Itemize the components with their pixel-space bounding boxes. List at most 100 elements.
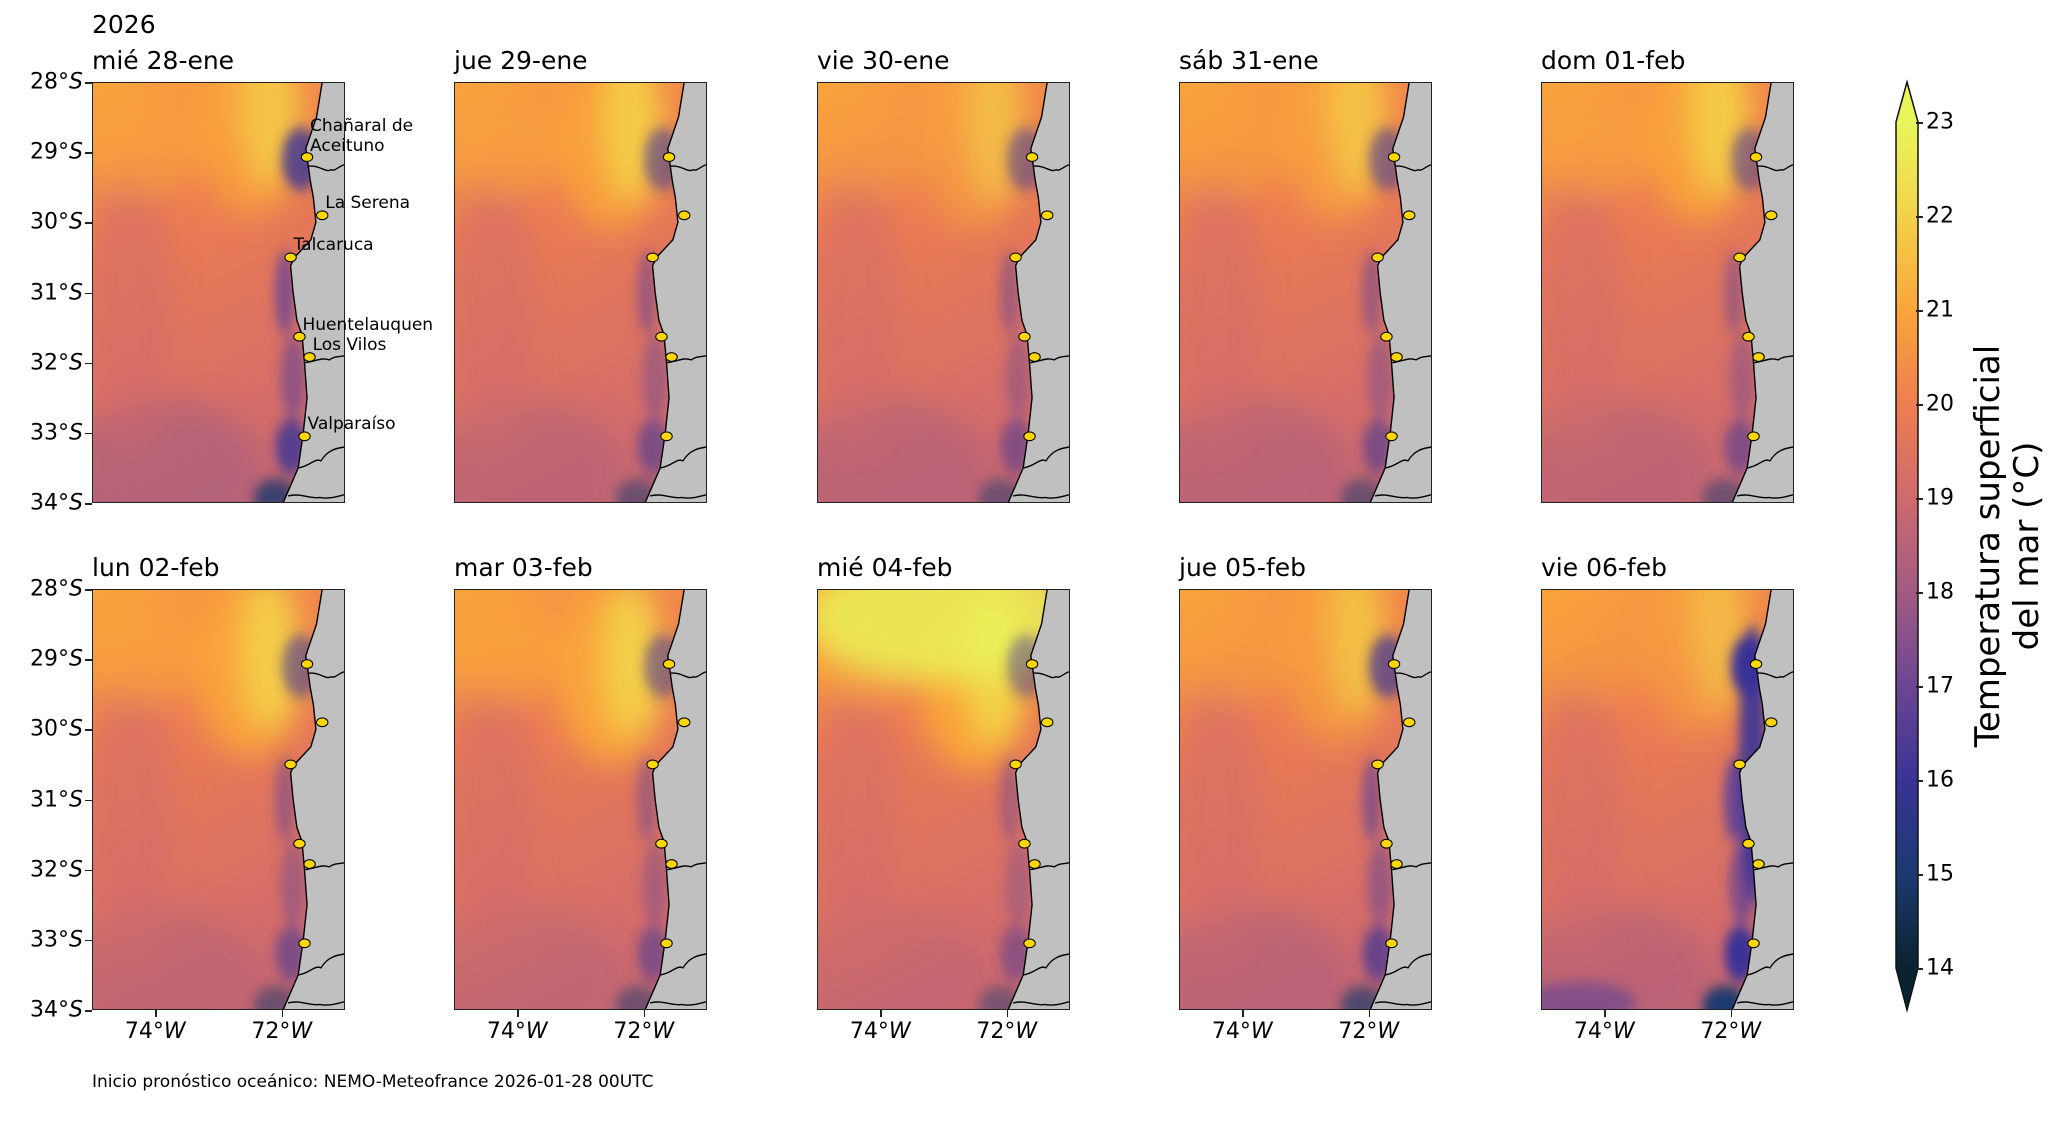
tick-number: 72° bbox=[613, 1019, 653, 1044]
location-marker bbox=[1752, 352, 1765, 362]
y-tick-mark bbox=[85, 503, 92, 505]
x-tick-mark bbox=[880, 1010, 882, 1017]
tick-hemisphere: W bbox=[1250, 1019, 1273, 1044]
colorbar-tick-label: 17 bbox=[1926, 673, 1954, 699]
location-marker bbox=[665, 859, 678, 869]
location-marker bbox=[1028, 352, 1041, 362]
tick-hemisphere: W bbox=[163, 1019, 186, 1044]
tick-hemisphere: W bbox=[525, 1019, 548, 1044]
tick-number: 33° bbox=[30, 420, 70, 446]
colorbar bbox=[1895, 79, 1919, 1013]
colorbar-extend-max bbox=[1896, 82, 1918, 122]
map-panel: mié 04-feb 74°W 72°W bbox=[817, 553, 1070, 1044]
region-border bbox=[1023, 446, 1070, 469]
x-tick-label: 72°W bbox=[1338, 1019, 1399, 1044]
location-marker bbox=[298, 938, 311, 949]
colorbar-tick-label: 19 bbox=[1926, 485, 1954, 511]
region-border bbox=[667, 354, 707, 364]
sst-map bbox=[817, 589, 1070, 1010]
location-label: Chañaral de Aceituno bbox=[310, 116, 413, 157]
location-marker bbox=[303, 859, 316, 869]
colorbar-tick-mark bbox=[1916, 686, 1923, 688]
y-tick-label: 28°S bbox=[30, 70, 83, 95]
location-marker bbox=[1742, 838, 1755, 849]
y-tick-mark bbox=[85, 82, 92, 84]
colorbar-label-line1: Temperatura superficial bbox=[1967, 344, 2008, 748]
colorbar-tick-label: 23 bbox=[1926, 109, 1954, 135]
colorbar-tick-label: 16 bbox=[1926, 767, 1954, 793]
location-marker bbox=[1385, 431, 1398, 442]
location-marker bbox=[284, 252, 297, 263]
map-panel: vie 30-ene bbox=[817, 46, 1070, 503]
location-marker bbox=[1041, 717, 1054, 728]
location-marker bbox=[1025, 152, 1039, 162]
location-label: Talcaruca bbox=[294, 235, 374, 255]
sst-map bbox=[454, 589, 707, 1010]
x-tick-label: 72°W bbox=[1700, 1019, 1761, 1044]
region-border bbox=[1385, 446, 1432, 469]
y-tick-label: 29°S bbox=[30, 140, 83, 165]
y-tick-mark bbox=[85, 362, 92, 365]
colorbar-tick-mark bbox=[1916, 310, 1923, 312]
y-tick-mark bbox=[85, 799, 92, 801]
location-name: Huentelauquen bbox=[302, 314, 434, 335]
tick-number: 74° bbox=[849, 1019, 889, 1044]
location-marker bbox=[1018, 838, 1031, 849]
location-marker bbox=[662, 152, 676, 162]
region-border bbox=[1757, 671, 1794, 679]
y-tick-label: 33°S bbox=[30, 420, 83, 445]
region-border bbox=[1030, 354, 1070, 364]
y-tick-label: 32°S bbox=[30, 857, 83, 882]
y-tick-mark bbox=[85, 292, 92, 294]
tick-number: 28° bbox=[30, 576, 70, 602]
location-marker bbox=[1403, 210, 1416, 221]
tick-hemisphere: W bbox=[1377, 1019, 1400, 1044]
land-mask bbox=[1369, 82, 1432, 503]
region-border bbox=[287, 493, 345, 499]
tick-number: 72° bbox=[1700, 1019, 1740, 1044]
sst-map bbox=[817, 82, 1070, 503]
panel-title: vie 06-feb bbox=[1541, 553, 1667, 583]
panel-title: mié 04-feb bbox=[817, 553, 953, 583]
x-tick-mark bbox=[1730, 1010, 1733, 1017]
location-marker bbox=[1749, 659, 1763, 669]
tick-number: 32° bbox=[30, 350, 70, 376]
tick-hemisphere: S bbox=[69, 787, 83, 812]
location-marker bbox=[646, 759, 659, 770]
y-tick-label: 30°S bbox=[30, 210, 83, 235]
colorbar-label-line2: del mar (°C) bbox=[2007, 441, 2047, 651]
location-marker bbox=[1371, 759, 1384, 770]
region-border bbox=[1754, 861, 1794, 871]
colorbar-tick-mark bbox=[1916, 874, 1923, 876]
x-tick-label: 72°W bbox=[613, 1019, 674, 1044]
tick-number: 34° bbox=[30, 490, 70, 516]
region-border bbox=[1374, 493, 1432, 499]
region-border bbox=[1012, 1000, 1070, 1006]
y-tick-mark bbox=[85, 729, 92, 731]
region-border bbox=[305, 354, 345, 364]
tick-number: 31° bbox=[30, 787, 70, 812]
region-border bbox=[1385, 953, 1432, 976]
region-border bbox=[298, 953, 345, 976]
location-marker bbox=[293, 331, 306, 342]
x-tick-label: 74°W bbox=[1574, 1019, 1635, 1044]
map-panel: jue 05-feb 74°W 72°W bbox=[1179, 553, 1432, 1044]
land-mask bbox=[644, 82, 707, 503]
panel-title: jue 29-ene bbox=[454, 46, 588, 76]
y-tick-label: 28°S bbox=[30, 577, 83, 602]
location-marker bbox=[1403, 717, 1416, 728]
region-border bbox=[1754, 354, 1794, 364]
tick-hemisphere: S bbox=[69, 139, 83, 165]
location-marker bbox=[665, 352, 678, 362]
location-label: Los Vilos bbox=[313, 335, 387, 355]
tick-number: 29° bbox=[30, 646, 70, 672]
location-marker bbox=[284, 759, 297, 770]
location-marker bbox=[1380, 838, 1393, 849]
y-tick-label: 32°S bbox=[30, 350, 83, 375]
tick-hemisphere: W bbox=[652, 1019, 675, 1044]
y-tick-mark bbox=[85, 152, 92, 154]
location-marker bbox=[300, 152, 314, 162]
location-marker bbox=[298, 431, 311, 442]
region-border bbox=[1392, 861, 1432, 871]
location-marker bbox=[316, 210, 329, 221]
